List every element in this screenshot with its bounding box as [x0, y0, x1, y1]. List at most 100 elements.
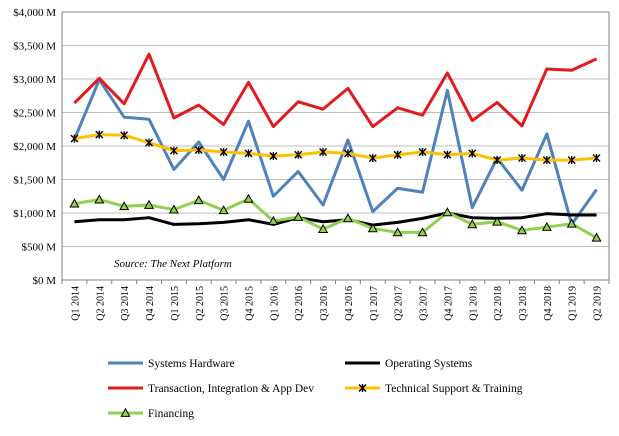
data-point-triangle [417, 227, 428, 237]
series-4 [69, 193, 602, 242]
series-3 [70, 130, 601, 165]
x-tick-label: Q1 2019 [568, 286, 579, 321]
x-tick-label: Q4 2014 [145, 286, 156, 321]
legend: Systems Hardware Operating Systems Transac… [108, 358, 523, 420]
data-point-triangle [492, 216, 503, 226]
data-point-asterisk [343, 149, 352, 158]
data-point-asterisk [368, 154, 377, 163]
x-tick-label: Q1 2016 [269, 286, 280, 321]
x-tick-label: Q2 2016 [294, 286, 305, 321]
data-point-asterisk [219, 148, 228, 157]
data-point-asterisk [169, 146, 178, 155]
series-line [74, 133, 597, 162]
data-point-asterisk [269, 152, 278, 161]
data-point-triangle [392, 227, 403, 237]
legend-label: Financing [148, 408, 194, 420]
legend-label: Operating Systems [385, 358, 473, 370]
x-tick-label: Q4 2018 [543, 286, 554, 321]
data-point-triangle [143, 199, 155, 209]
data-point-triangle [268, 215, 279, 225]
data-point-triangle [119, 201, 130, 211]
legend-label: Transaction, Integration & App Dev [148, 383, 314, 395]
x-tick-label: Q1 2018 [468, 286, 479, 321]
y-tick-label: $0 M [32, 275, 56, 287]
data-point-asterisk [319, 148, 328, 157]
series-line [73, 52, 598, 129]
x-tick-label: Q4 2015 [244, 286, 255, 321]
data-point-asterisk [393, 150, 402, 159]
data-point-triangle [541, 221, 552, 231]
data-point-triangle [318, 223, 329, 233]
x-tick-label: Q3 2017 [419, 286, 430, 321]
x-tick-label: Q4 2017 [443, 286, 454, 321]
x-tick-label: Q3 2015 [220, 286, 231, 321]
data-point-triangle [591, 232, 602, 242]
x-tick-label: Q2 2019 [593, 286, 604, 321]
series-layer [69, 52, 602, 242]
legend-item: Financing [108, 407, 194, 420]
data-point-triangle [94, 194, 105, 204]
x-tick-label: Q3 2018 [518, 286, 529, 321]
x-tick-label: Q1 2014 [70, 286, 81, 321]
x-tick-label: Q3 2014 [120, 286, 131, 321]
data-point-triangle [218, 205, 229, 215]
data-point-asterisk [443, 150, 452, 159]
y-axis: $0 M $500 M $1,000 M $1,500 M $2,000 M $2,500… [13, 7, 56, 287]
data-point-asterisk [95, 130, 104, 139]
data-point-asterisk [120, 131, 129, 140]
y-tick-label: $2,000 M [13, 141, 56, 153]
series-line [74, 197, 598, 240]
y-tick-label: $4,000 M [13, 7, 56, 19]
data-point-asterisk [244, 149, 253, 158]
x-tick-label: Q2 2014 [95, 286, 106, 321]
data-point-triangle [243, 193, 254, 203]
y-tick-label: $1,500 M [13, 175, 56, 187]
series-line [73, 78, 598, 226]
data-point-triangle [367, 223, 378, 233]
data-point-triangle [566, 218, 577, 228]
source-annotation: Source: The Next Platform [114, 258, 232, 270]
data-point-asterisk [517, 154, 526, 163]
x-tick-label: Q1 2017 [369, 286, 380, 321]
legend-item: Operating Systems [345, 358, 473, 370]
x-tick-label: Q2 2015 [195, 286, 206, 321]
y-tick-label: $3,000 M [13, 74, 56, 86]
y-tick-label: $2,500 M [13, 108, 56, 120]
series-0 [73, 78, 598, 226]
series-2 [73, 52, 598, 129]
data-point-triangle [442, 207, 453, 217]
data-point-triangle [193, 195, 204, 205]
data-point-asterisk [194, 146, 203, 155]
data-point-triangle [120, 407, 131, 417]
y-tick-label: $3,500 M [13, 41, 56, 53]
y-tick-label: $500 M [21, 242, 56, 254]
data-point-asterisk [468, 149, 477, 158]
x-tick-label: Q2 2018 [493, 286, 504, 321]
series-line [74, 211, 597, 227]
data-point-asterisk [592, 154, 601, 163]
y-tick-label: $1,000 M [13, 208, 56, 220]
gridlines [62, 11, 609, 281]
legend-item: Technical Support & Training [345, 383, 523, 395]
x-tick-label: Q2 2017 [394, 286, 405, 321]
data-point-asterisk [358, 384, 367, 392]
data-point-triangle [69, 198, 80, 208]
legend-item: Systems Hardware [108, 358, 235, 370]
data-point-triangle [342, 213, 353, 223]
data-point-triangle [168, 204, 179, 214]
x-tick-label: Q3 2016 [319, 286, 330, 321]
legend-label: Technical Support & Training [385, 383, 523, 395]
x-tick-label: Q4 2016 [344, 286, 355, 321]
data-point-asterisk [294, 150, 303, 159]
x-axis: Q1 2014 Q2 2014 Q3 2014 Q4 2014 Q1 2015 Q2 20… [61, 280, 610, 321]
series-1 [74, 211, 597, 227]
data-point-asterisk [493, 156, 502, 165]
data-point-asterisk [542, 156, 551, 165]
data-point-asterisk [70, 134, 79, 143]
data-point-asterisk [418, 148, 427, 157]
data-point-asterisk [145, 138, 154, 147]
data-point-asterisk [567, 156, 576, 165]
x-tick-label: Q1 2015 [170, 286, 181, 321]
